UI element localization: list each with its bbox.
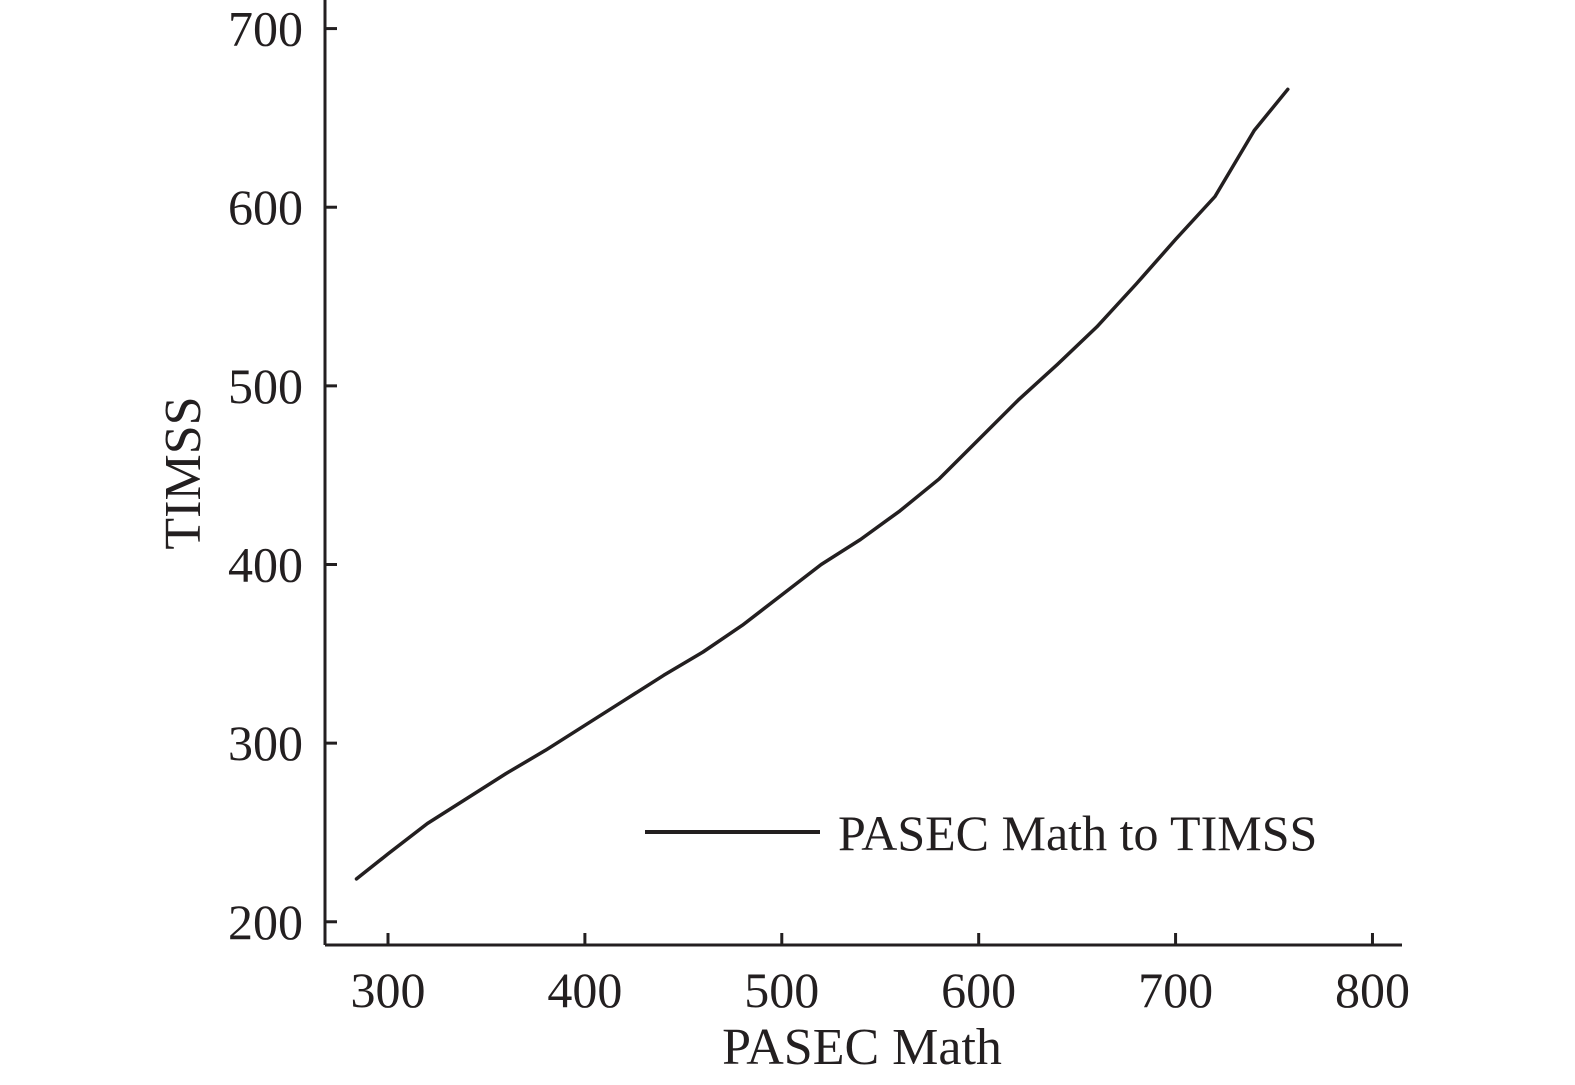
y-tick-label-600: 600 (228, 179, 303, 235)
y-ticks: 200 300 400 500 600 700 (228, 1, 337, 950)
series-line-0 (354, 87, 1290, 881)
x-tick-label-300: 300 (351, 962, 426, 1018)
y-tick-label-300: 300 (228, 715, 303, 771)
x-tick-label-700: 700 (1138, 962, 1213, 1018)
y-tick-label-500: 500 (228, 358, 303, 414)
axes (323, 0, 1402, 947)
x-axis-label: PASEC Math (722, 1019, 1002, 1076)
y-tick-label-700: 700 (228, 1, 303, 57)
x-ticks: 300 400 500 600 700 800 (351, 933, 1410, 1018)
x-tick-label-500: 500 (744, 962, 819, 1018)
series-layer (354, 87, 1290, 881)
legend-label: PASEC Math to TIMSS (838, 805, 1317, 861)
y-axis-label: TIMSS (155, 396, 212, 549)
x-tick-label-400: 400 (547, 962, 622, 1018)
x-tick-label-600: 600 (941, 962, 1016, 1018)
x-tick-label-800: 800 (1335, 962, 1410, 1018)
legend: PASEC Math to TIMSS (645, 805, 1317, 861)
y-tick-label-400: 400 (228, 536, 303, 592)
y-tick-label-200: 200 (228, 894, 303, 950)
